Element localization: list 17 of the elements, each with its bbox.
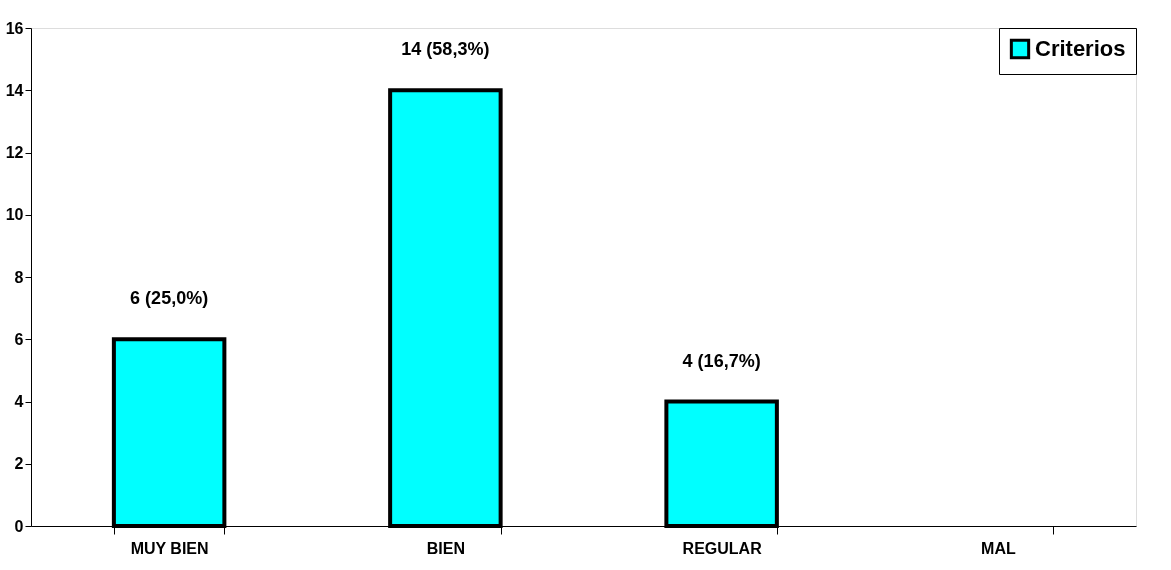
y-tick-label: 14 — [5, 81, 24, 99]
y-tick-label: 6 — [14, 330, 24, 348]
y-tick-label: 4 — [14, 393, 24, 410]
data-label: 4 (16,7%) — [682, 350, 761, 371]
data-label: 14 (58,3%) — [401, 39, 490, 60]
x-tick-label: MUY BIEN — [130, 539, 209, 557]
x-tick-label: BIEN — [426, 539, 465, 557]
y-tick-label: 2 — [14, 455, 24, 473]
data-label: 6 (25,0%) — [130, 288, 209, 309]
x-tick-label: MAL — [981, 539, 1016, 557]
y-tick-label: 8 — [14, 268, 24, 286]
y-tick-label: 10 — [5, 206, 24, 224]
x-tick-label: REGULAR — [682, 539, 763, 557]
y-tick-label: 16 — [5, 19, 24, 37]
y-tick-label: 12 — [5, 144, 24, 161]
y-tick-label: 0 — [14, 517, 24, 535]
legend-label: Criterios — [1035, 36, 1126, 61]
